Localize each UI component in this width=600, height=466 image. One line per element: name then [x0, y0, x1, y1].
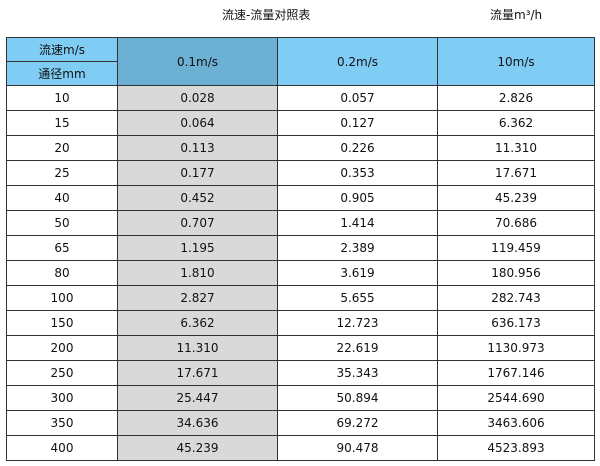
diameter-cell: 50: [6, 210, 118, 236]
velocity-header: 流速m/s: [6, 37, 118, 62]
flow-cell: 90.478: [277, 435, 438, 461]
flow-cell: 0.113: [117, 135, 278, 161]
table-row: 400 45.239 90.478 4523.893: [6, 435, 595, 461]
table-row: 40 0.452 0.905 45.239: [6, 185, 595, 211]
diameter-cell: 200: [6, 335, 118, 361]
flow-velocity-table: 流速m/s 0.1m/s 0.2m/s 10m/s 通径mm 10 0.028 0.…: [6, 37, 595, 461]
diameter-cell: 25: [6, 160, 118, 186]
flow-cell: 1.195: [117, 235, 278, 261]
table-row: 25 0.177 0.353 17.671: [6, 160, 595, 186]
flow-cell: 45.239: [437, 185, 595, 211]
table-row: 250 17.671 35.343 1767.146: [6, 360, 595, 386]
diameter-cell: 15: [6, 110, 118, 136]
flow-cell: 2.826: [437, 85, 595, 111]
column-header-0.2: 0.2m/s: [277, 37, 438, 86]
diameter-cell: 100: [6, 285, 118, 311]
flow-cell: 5.655: [277, 285, 438, 311]
flow-cell: 35.343: [277, 360, 438, 386]
table-row: 150 6.362 12.723 636.173: [6, 310, 595, 336]
flow-cell: 17.671: [437, 160, 595, 186]
flow-unit-label: 流量m³/h: [490, 8, 543, 22]
table-row: 65 1.195 2.389 119.459: [6, 235, 595, 261]
diameter-cell: 80: [6, 260, 118, 286]
column-header-0.1: 0.1m/s: [117, 37, 278, 86]
flow-cell: 6.362: [437, 110, 595, 136]
flow-cell: 0.452: [117, 185, 278, 211]
flow-cell: 1767.146: [437, 360, 595, 386]
flow-cell: 45.239: [117, 435, 278, 461]
diameter-cell: 400: [6, 435, 118, 461]
diameter-cell: 250: [6, 360, 118, 386]
flow-cell: 2.389: [277, 235, 438, 261]
flow-cell: 50.894: [277, 385, 438, 411]
flow-cell: 2544.690: [437, 385, 595, 411]
diameter-header: 通径mm: [6, 61, 118, 86]
table-title: 流速-流量对照表: [222, 8, 311, 22]
table-row: 15 0.064 0.127 6.362: [6, 110, 595, 136]
flow-cell: 0.057: [277, 85, 438, 111]
flow-cell: 0.226: [277, 135, 438, 161]
flow-cell: 4523.893: [437, 435, 595, 461]
flow-cell: 2.827: [117, 285, 278, 311]
flow-cell: 17.671: [117, 360, 278, 386]
column-header-10: 10m/s: [437, 37, 595, 86]
flow-cell: 0.064: [117, 110, 278, 136]
flow-cell: 0.353: [277, 160, 438, 186]
flow-cell: 119.459: [437, 235, 595, 261]
flow-cell: 22.619: [277, 335, 438, 361]
table-row: 50 0.707 1.414 70.686: [6, 210, 595, 236]
flow-cell: 0.177: [117, 160, 278, 186]
diameter-cell: 350: [6, 410, 118, 436]
flow-cell: 180.956: [437, 260, 595, 286]
table-row: 100 2.827 5.655 282.743: [6, 285, 595, 311]
table-row: 200 11.310 22.619 1130.973: [6, 335, 595, 361]
flow-cell: 69.272: [277, 410, 438, 436]
flow-cell: 34.636: [117, 410, 278, 436]
table-row: 350 34.636 69.272 3463.606: [6, 410, 595, 436]
flow-cell: 12.723: [277, 310, 438, 336]
flow-cell: 0.127: [277, 110, 438, 136]
table-row: 300 25.447 50.894 2544.690: [6, 385, 595, 411]
flow-cell: 3463.606: [437, 410, 595, 436]
diameter-cell: 150: [6, 310, 118, 336]
flow-cell: 11.310: [117, 335, 278, 361]
diameter-cell: 40: [6, 185, 118, 211]
flow-cell: 0.028: [117, 85, 278, 111]
flow-cell: 1130.973: [437, 335, 595, 361]
table-row: 80 1.810 3.619 180.956: [6, 260, 595, 286]
diameter-cell: 65: [6, 235, 118, 261]
flow-cell: 1.414: [277, 210, 438, 236]
flow-cell: 11.310: [437, 135, 595, 161]
table-row: 20 0.113 0.226 11.310: [6, 135, 595, 161]
flow-cell: 636.173: [437, 310, 595, 336]
flow-cell: 0.707: [117, 210, 278, 236]
table-row: 10 0.028 0.057 2.826: [6, 85, 595, 111]
diameter-cell: 300: [6, 385, 118, 411]
flow-cell: 6.362: [117, 310, 278, 336]
flow-cell: 25.447: [117, 385, 278, 411]
flow-cell: 0.905: [277, 185, 438, 211]
flow-cell: 1.810: [117, 260, 278, 286]
diameter-cell: 10: [6, 85, 118, 111]
flow-cell: 3.619: [277, 260, 438, 286]
flow-cell: 282.743: [437, 285, 595, 311]
flow-cell: 70.686: [437, 210, 595, 236]
diameter-cell: 20: [6, 135, 118, 161]
